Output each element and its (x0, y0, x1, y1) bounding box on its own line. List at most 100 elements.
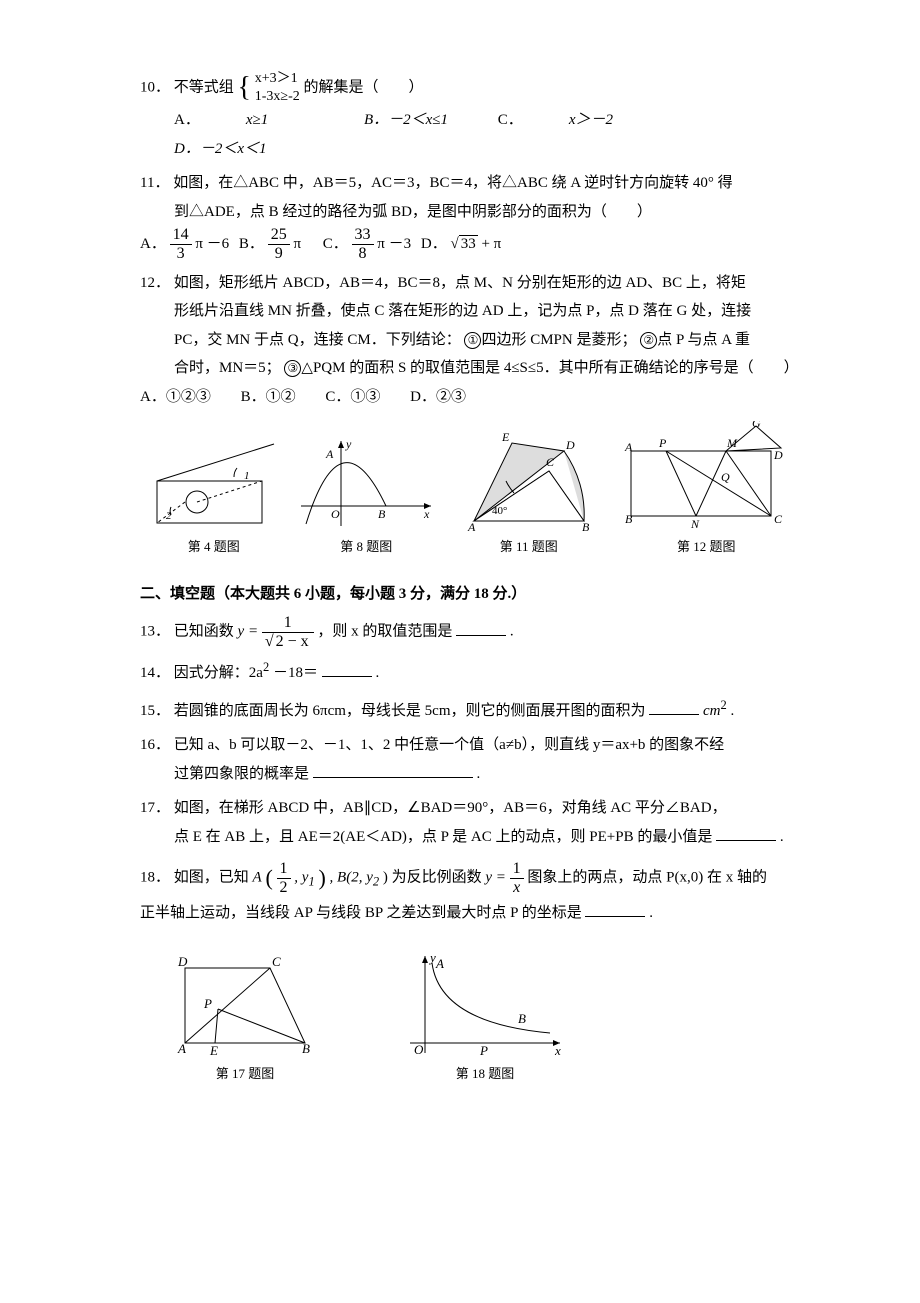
fig8-cap: 第 8 题图 (296, 535, 436, 560)
q10-stem-b: 的解集是（ ） (304, 80, 424, 96)
fig18-cap: 第 18 题图 (400, 1062, 570, 1087)
fig4-svg: 1 2 (149, 441, 279, 531)
question-14: 14． 因式分解：2a2 －18＝ . (140, 656, 800, 688)
q12-opt-b: B．①② (241, 383, 296, 412)
question-10: 10． 不等式组 { x+3＞1 1-3x≥-2 的解集是（ ） A．x≥1 B… (140, 70, 800, 163)
q11-opt-c: C． 338 π －3 (323, 236, 415, 252)
q11-line2: 到△ADE，点 B 经过的路径为弧 BD，是图中阴影部分的面积为（ ） (140, 198, 800, 227)
svg-text:40°: 40° (492, 505, 507, 517)
q12-opt-a: A．①②③ (140, 383, 211, 412)
svg-text:A: A (435, 956, 444, 971)
svg-text:B: B (378, 507, 386, 521)
figure-4: 1 2 第 4 题图 (149, 441, 279, 560)
q12-opt-c: C．①③ (325, 383, 380, 412)
blank-13 (456, 621, 506, 636)
svg-text:P: P (203, 996, 212, 1011)
svg-text:A: A (624, 440, 633, 454)
circled-1-icon: ① (464, 332, 481, 349)
svg-text:x: x (423, 507, 430, 521)
q12-opt-d: D．②③ (410, 383, 466, 412)
q12-l3: PC，交 MN 于点 Q，连接 CM．下列结论： ①四边形 CMPN 是菱形； … (140, 326, 800, 355)
question-11: 11． 如图，在△ABC 中，AB＝5，AC＝3，BC＝4，将△ABC 绕 A … (140, 169, 800, 262)
q12-options: A．①②③ B．①② C．①③ D．②③ (140, 383, 800, 412)
circled-2-icon: ② (640, 332, 657, 349)
q12-l4: 合时，MN＝5； ③△PQM 的面积 S 的取值范围是 4≤S≤5．其中所有正确… (140, 354, 800, 383)
question-15: 15． 若圆锥的底面周长为 6πcm，母线长是 5cm，则它的侧面展开图的面积为… (140, 694, 800, 726)
svg-text:N: N (690, 517, 700, 531)
question-12: 12． 如图，矩形纸片 ABCD，AB＝4，BC＝8，点 M、N 分别在矩形的边… (140, 269, 800, 412)
svg-text:B: B (518, 1011, 526, 1026)
fig11-cap: 第 11 题图 (454, 535, 604, 560)
figure-row-1: 1 2 第 4 题图 O A B x y 第 8 题图 (140, 421, 800, 560)
q10-opt-c: C．x＞－2 (498, 106, 659, 135)
svg-text:B: B (625, 512, 633, 526)
blank-17 (716, 826, 776, 841)
q12-l1: 如图，矩形纸片 ABCD，AB＝4，BC＝8，点 M、N 分别在矩形的边 AD、… (174, 275, 746, 291)
question-13: 13． 已知函数 y = 1 √2 − x ，则 x 的取值范围是 . (140, 614, 800, 650)
svg-text:Q: Q (721, 470, 730, 484)
svg-text:C: C (774, 512, 783, 526)
q10-system: x+3＞1 1-3x≥-2 (255, 70, 300, 106)
svg-text:A: A (177, 1041, 186, 1056)
fig8-svg: O A B x y (296, 436, 436, 531)
svg-text:G: G (752, 421, 761, 430)
fig17-cap: 第 17 题图 (170, 1062, 320, 1087)
q10-num: 10． (140, 80, 170, 96)
circled-3-icon: ③ (284, 360, 301, 377)
svg-text:C: C (272, 954, 281, 969)
svg-text:O: O (331, 507, 340, 521)
svg-text:B: B (582, 520, 590, 531)
figure-12: A B C D G M N P Q 第 12 题图 (621, 421, 791, 560)
q11-opt-a: A． 143 π －6 (140, 236, 233, 252)
q10-opt-d: D．－2＜x＜1 (174, 135, 267, 164)
svg-text:y: y (428, 950, 436, 965)
svg-text:E: E (501, 431, 510, 444)
svg-text:M: M (726, 436, 738, 450)
brace-icon: { (238, 72, 251, 103)
q11-num: 11． (140, 175, 169, 191)
svg-text:D: D (773, 448, 783, 462)
question-18: 18． 如图，已知 A ( 12 , y1 ) , B(2, y2 ) 为反比例… (140, 857, 800, 927)
svg-text:1: 1 (244, 470, 250, 482)
svg-text:O: O (414, 1042, 424, 1057)
blank-16 (313, 763, 473, 778)
fig12-svg: A B C D G M N P Q (621, 421, 791, 531)
svg-text:y: y (345, 437, 352, 451)
q10-stem-a: 不等式组 (174, 80, 234, 96)
q11-opt-b: B． 259 π (239, 236, 305, 252)
q12-l2: 形纸片沿直线 MN 折叠，使点 C 落在矩形的边 AD 上，记为点 P，点 D … (140, 297, 800, 326)
q11-line1: 如图，在△ABC 中，AB＝5，AC＝3，BC＝4，将△ABC 绕 A 逆时针方… (173, 175, 732, 191)
svg-text:D: D (177, 954, 188, 969)
q10-opt-b: B．－2＜x≤1 (364, 106, 448, 135)
svg-text:P: P (479, 1043, 488, 1058)
fig17-svg: A B C D E P (170, 953, 320, 1058)
svg-text:2: 2 (166, 510, 172, 522)
section-2-heading: 二、填空题（本大题共 6 小题，每小题 3 分，满分 18 分.） (140, 580, 800, 609)
question-16: 16． 已知 a、b 可以取－2、－1、1、2 中任意一个值（a≠b），则直线 … (140, 731, 800, 788)
question-17: 17． 如图，在梯形 ABCD 中，AB∥CD，∠BAD＝90°，AB＝6，对角… (140, 794, 800, 851)
figure-row-2: A B C D E P 第 17 题图 A B O P x y 第 18 题图 (170, 948, 800, 1087)
q11-opt-d: D． √33 + π (421, 236, 501, 252)
q10-opt-a: A．x≥1 (174, 106, 314, 135)
svg-text:A: A (467, 520, 476, 531)
svg-text:D: D (565, 438, 575, 452)
figure-17: A B C D E P 第 17 题图 (170, 953, 320, 1087)
fig11-svg: A B C D E 40° (454, 431, 604, 531)
svg-text:C: C (546, 455, 555, 469)
figure-8: O A B x y 第 8 题图 (296, 436, 436, 560)
fig4-cap: 第 4 题图 (149, 535, 279, 560)
figure-18: A B O P x y 第 18 题图 (400, 948, 570, 1087)
svg-text:x: x (554, 1043, 561, 1058)
svg-text:P: P (658, 436, 667, 450)
svg-text:E: E (209, 1043, 218, 1058)
blank-18 (585, 902, 645, 917)
fig12-cap: 第 12 题图 (621, 535, 791, 560)
q12-num: 12． (140, 275, 170, 291)
svg-text:B: B (302, 1041, 310, 1056)
fig18-svg: A B O P x y (400, 948, 570, 1058)
blank-14 (322, 662, 372, 677)
q11-options: A． 143 π －6 B． 259 π C． 338 π －3 D． √33 … (140, 226, 800, 262)
q10-options: A．x≥1 B．－2＜x≤1 C．x＞－2 D．－2＜x＜1 (140, 106, 800, 163)
blank-15 (649, 700, 699, 715)
figure-11: A B C D E 40° 第 11 题图 (454, 431, 604, 560)
